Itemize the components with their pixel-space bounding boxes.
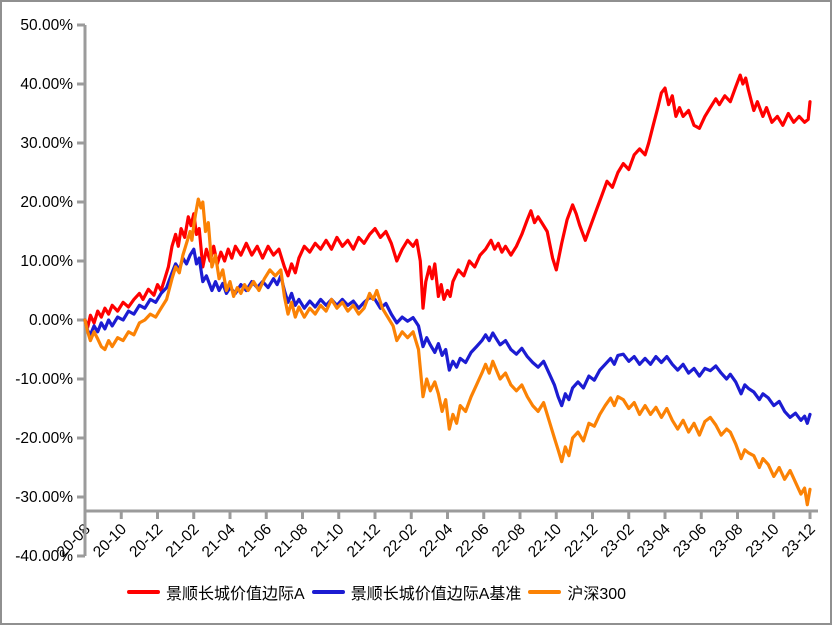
series-line-benchmark <box>83 247 812 425</box>
x-tick-label: 22-08 <box>489 521 529 561</box>
x-tick-label: 21-02 <box>163 521 203 561</box>
y-tick-label: -10.00% <box>15 371 73 388</box>
legend-label-fund: 景顺长城价值边际A <box>166 586 305 603</box>
y-tick-label: 50.00% <box>20 17 73 34</box>
legend-label-benchmark: 景顺长城价值边际A基准 <box>350 586 522 603</box>
x-tick-label: 21-08 <box>271 521 311 561</box>
series-line-fund <box>83 73 812 329</box>
line-chart: 50.00% 40.00% 30.00% 20.00% 10.00% 0.00% -10.0… <box>15 17 819 565</box>
x-tick-label: 23-06 <box>670 521 710 561</box>
legend-line-benchmark-blue <box>311 590 345 594</box>
x-tick-label: 23-02 <box>598 521 638 561</box>
legend-line-fund-red <box>127 590 160 594</box>
legend: 景顺长城价值边际A 景顺长城价值边际A基准 沪深300 <box>127 580 626 604</box>
x-tick-label: 23-08 <box>706 521 746 561</box>
y-tick-label: -20.00% <box>15 430 73 447</box>
y-tick-label: -30.00% <box>15 489 73 506</box>
x-tick-label: 23-12 <box>779 521 819 561</box>
y-tick-label: 20.00% <box>20 194 73 211</box>
x-tick-label: 22-04 <box>416 521 456 561</box>
x-tick-label: 22-10 <box>525 521 565 561</box>
series-line-csi300 <box>83 197 812 507</box>
legend-item-benchmark: 景顺长城价值边际A基准 <box>311 580 522 604</box>
legend-label-csi300: 沪深300 <box>567 586 627 603</box>
x-tick-label: 22-12 <box>561 521 601 561</box>
x-tick-label: 23-04 <box>634 521 674 561</box>
legend-item-csi300: 沪深300 <box>528 580 626 604</box>
x-tick-label: 22-02 <box>380 521 420 561</box>
x-tick-label: 20-12 <box>126 521 166 561</box>
legend-item-fund: 景顺长城价值边际A <box>127 580 305 604</box>
y-tick-label: 0.00% <box>29 312 73 329</box>
x-tick-label: 23-10 <box>743 521 783 561</box>
x-tick-label: 21-04 <box>199 521 239 561</box>
legend-line-csi300-orange <box>528 590 562 594</box>
y-tick-label: 40.00% <box>20 76 73 93</box>
x-tick-label: 21-12 <box>344 521 384 561</box>
y-tick-label: -40.00% <box>15 548 73 565</box>
x-tick-label: 20-08 <box>54 521 94 561</box>
x-tick-label: 22-06 <box>453 521 493 561</box>
y-tick-label: 10.00% <box>20 253 73 270</box>
x-tick-label: 21-06 <box>235 521 275 561</box>
y-tick-label: 30.00% <box>20 135 73 152</box>
x-tick-label: 21-10 <box>308 521 348 561</box>
x-tick-label: 20-10 <box>90 521 130 561</box>
